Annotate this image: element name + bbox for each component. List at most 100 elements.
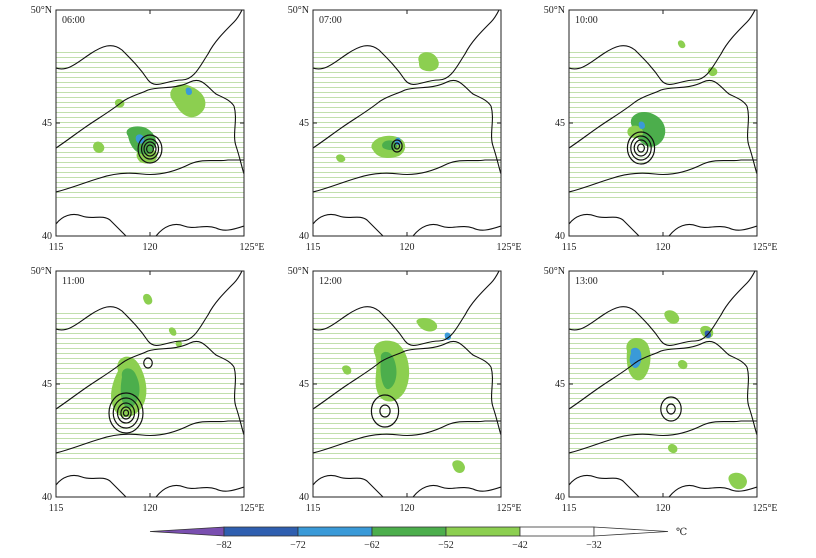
latitude-tick-label: 50°N [31, 5, 52, 16]
contour-line [370, 394, 400, 428]
latitude-tick-label: 50°N [288, 5, 309, 16]
boundary-line [313, 271, 500, 346]
contour-line [393, 142, 401, 150]
boundary-line [313, 159, 501, 193]
colorbar-tick-label: −52 [438, 540, 454, 551]
colorbar-tick-label: −82 [216, 540, 232, 551]
colorbar-tick-label: −42 [512, 540, 528, 551]
colorbar-segment [223, 526, 299, 537]
contour-line [140, 138, 160, 160]
boundary-line [746, 366, 757, 436]
longitude-tick-label: 120 [400, 503, 415, 514]
hatching [313, 50, 501, 200]
colorbar-segment [297, 526, 373, 537]
latitude-tick-label: 40 [42, 492, 52, 503]
longitude-tick-label: 120 [143, 242, 158, 253]
latitude-tick-label: 45 [555, 118, 565, 129]
panel-time-label: 11:00 [62, 276, 84, 287]
map-area [56, 271, 244, 497]
boundary-line [313, 213, 384, 236]
boundary-line [569, 340, 748, 410]
contour-line [145, 144, 154, 154]
colorbar-tick-label: −32 [586, 540, 602, 551]
contour-line [636, 143, 645, 153]
boundary-line [233, 366, 244, 436]
map-panels: 06:00 40 45 50°N 115 120 125°E 07:00 40 45 50°N 115… [31, 5, 778, 514]
boundary-line [56, 474, 127, 497]
boundary-line [56, 420, 244, 454]
contour-line [633, 139, 649, 157]
latitude-tick-label: 45 [42, 379, 52, 390]
longitude-tick-label: 120 [400, 242, 415, 253]
boundary-line [668, 223, 757, 236]
boundary-line [155, 484, 244, 497]
map-area [313, 271, 501, 497]
boundary-line [313, 79, 492, 149]
map-area [56, 10, 244, 236]
colorbar-segment [593, 526, 669, 537]
map-panel: 07:00 40 45 50°N 115 120 125°E [288, 5, 522, 253]
longitude-tick-label: 115 [49, 503, 64, 514]
boundary-line [412, 484, 501, 497]
longitude-tick-label: 115 [562, 242, 577, 253]
longitude-tick-label: 125°E [239, 503, 264, 514]
colorbar-tick-label: −62 [364, 540, 380, 551]
longitude-tick-label: 125°E [496, 242, 521, 253]
boundary-line [746, 105, 757, 175]
panel-time-label: 12:00 [319, 276, 342, 287]
contour-line [120, 406, 132, 420]
contour-line [379, 404, 391, 418]
contour-line [143, 357, 153, 369]
contour-line [122, 409, 130, 417]
boundary-line [569, 10, 756, 85]
map-panel: 11:00 40 45 50°N 115 120 125°E [31, 266, 265, 514]
panel-time-label: 13:00 [575, 276, 598, 287]
latitude-tick-label: 45 [555, 379, 565, 390]
boundary-line [668, 484, 757, 497]
latitude-tick-label: 50°N [288, 266, 309, 277]
contour-line [626, 131, 656, 165]
boundary-line [569, 420, 757, 454]
colorbar-segment [149, 526, 225, 537]
contour-line [137, 134, 163, 164]
latitude-tick-label: 50°N [31, 266, 52, 277]
colorbar-tick-label: −72 [290, 540, 306, 551]
colorbar-unit: ℃ [676, 527, 687, 538]
hatching [56, 50, 244, 200]
map-area [569, 271, 757, 497]
longitude-tick-label: 115 [562, 503, 577, 514]
panel-time-label: 07:00 [319, 15, 342, 26]
contour-line [116, 402, 136, 424]
latitude-tick-label: 40 [42, 231, 52, 242]
panel-time-label: 10:00 [575, 15, 598, 26]
latitude-tick-label: 50°N [544, 266, 565, 277]
map-panel: 10:00 40 45 50°N 115 120 125°E [544, 5, 778, 253]
boundary-line [313, 420, 501, 454]
panel-time-label: 06:00 [62, 15, 85, 26]
map-panel: 13:00 40 45 50°N 115 120 125°E [544, 266, 778, 514]
map-area [569, 10, 757, 236]
boundary-line [313, 10, 500, 85]
boundary-line [233, 105, 244, 175]
longitude-tick-label: 115 [306, 242, 321, 253]
contour-line [630, 135, 652, 161]
colorbar-segment [519, 526, 595, 537]
boundary-line [313, 340, 492, 410]
boundary-line [56, 10, 243, 85]
boundary-line [569, 474, 640, 497]
longitude-tick-label: 120 [656, 242, 671, 253]
longitude-tick-label: 120 [143, 503, 158, 514]
longitude-tick-label: 120 [656, 503, 671, 514]
boundary-line [490, 105, 501, 175]
latitude-tick-label: 40 [555, 492, 565, 503]
boundary-line [56, 213, 127, 236]
boundary-line [56, 340, 235, 410]
latitude-tick-label: 50°N [544, 5, 565, 16]
boundary-line [412, 223, 501, 236]
contour-line [143, 141, 157, 157]
contour-line [666, 403, 676, 415]
contour-line [108, 392, 144, 434]
boundary-line [569, 213, 640, 236]
boundary-line [569, 79, 748, 149]
colorbar-segment [371, 526, 447, 537]
